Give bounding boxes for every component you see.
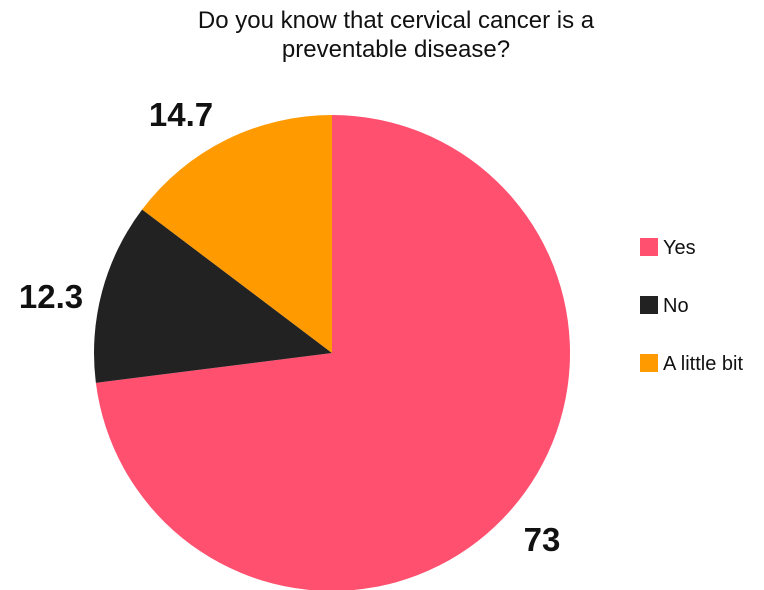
legend-swatch-yes — [640, 238, 658, 256]
chart-title-line-1: Do you know that cervical cancer is a — [198, 7, 595, 34]
legend-swatch-a-little-bit — [640, 354, 658, 372]
pie-slice-a-little-bit — [142, 115, 332, 353]
chart-title-line-2: preventable disease? — [282, 36, 510, 63]
data-label-no: 12.3 — [19, 278, 83, 315]
pie-slice-yes — [95, 115, 570, 590]
legend-label-a-little-bit: A little bit — [663, 353, 743, 375]
pie-slice-no — [94, 209, 333, 383]
pie-slices — [94, 115, 570, 590]
data-label-a-little-bit: 14.7 — [149, 96, 213, 133]
legend-label-no: No — [663, 295, 689, 317]
pie-data-labels: 73 12.3 14.7 — [19, 96, 560, 558]
chart-legend: Yes No A little bit — [640, 237, 743, 375]
legend-swatch-no — [640, 296, 658, 314]
legend-label-yes: Yes — [663, 237, 696, 259]
data-label-yes: 73 — [524, 521, 561, 558]
